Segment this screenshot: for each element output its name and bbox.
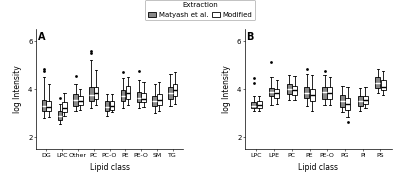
PathPatch shape	[287, 84, 292, 94]
PathPatch shape	[322, 87, 327, 99]
PathPatch shape	[269, 88, 274, 96]
PathPatch shape	[292, 86, 297, 95]
PathPatch shape	[78, 96, 82, 105]
Legend: Matyash et al., Modified: Matyash et al., Modified	[145, 0, 255, 20]
PathPatch shape	[157, 94, 162, 105]
PathPatch shape	[251, 102, 256, 108]
PathPatch shape	[141, 93, 146, 102]
X-axis label: Lipid class: Lipid class	[90, 163, 130, 172]
Y-axis label: log Intensity: log Intensity	[222, 65, 231, 113]
PathPatch shape	[89, 87, 94, 101]
X-axis label: Lipid class: Lipid class	[298, 163, 338, 172]
PathPatch shape	[363, 96, 368, 104]
Text: A: A	[38, 31, 45, 41]
PathPatch shape	[73, 94, 78, 106]
PathPatch shape	[126, 86, 130, 99]
PathPatch shape	[304, 87, 310, 98]
PathPatch shape	[58, 111, 62, 120]
Y-axis label: log Intensity: log Intensity	[14, 65, 22, 113]
PathPatch shape	[173, 84, 178, 96]
PathPatch shape	[168, 87, 173, 99]
PathPatch shape	[345, 98, 350, 110]
PathPatch shape	[42, 100, 46, 111]
PathPatch shape	[381, 80, 386, 90]
PathPatch shape	[121, 90, 125, 101]
PathPatch shape	[137, 92, 141, 102]
PathPatch shape	[152, 96, 157, 106]
PathPatch shape	[358, 96, 362, 106]
PathPatch shape	[328, 87, 332, 99]
PathPatch shape	[310, 89, 315, 101]
PathPatch shape	[274, 89, 279, 98]
PathPatch shape	[105, 101, 109, 111]
PathPatch shape	[340, 95, 345, 107]
PathPatch shape	[375, 77, 380, 88]
PathPatch shape	[110, 101, 114, 110]
PathPatch shape	[46, 101, 51, 111]
Text: B: B	[246, 31, 254, 41]
PathPatch shape	[62, 102, 67, 112]
PathPatch shape	[94, 87, 98, 99]
PathPatch shape	[256, 101, 262, 108]
